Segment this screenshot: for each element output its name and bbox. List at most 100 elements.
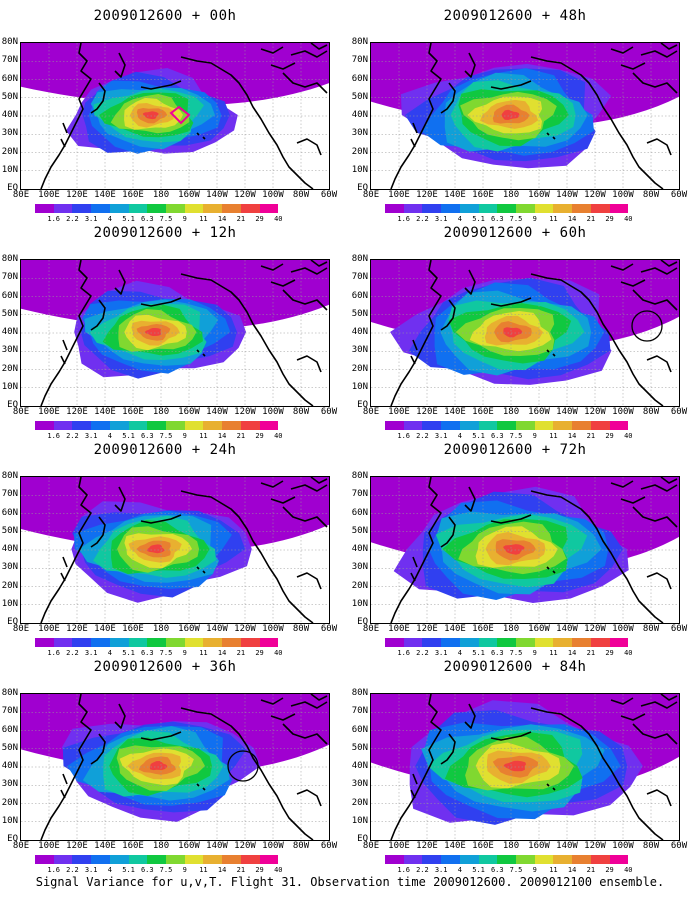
- lat-label: 20N: [1, 797, 18, 808]
- coastline: [490, 297, 532, 307]
- colorbar-swatch: [590, 204, 610, 213]
- lon-label: 120W: [584, 841, 606, 851]
- lat-label: 50N: [351, 525, 368, 536]
- colorbar: [385, 204, 648, 213]
- colorbar-swatch: [147, 638, 167, 647]
- coastline: [60, 122, 68, 148]
- lon-label: 140W: [206, 190, 228, 200]
- colorbar-swatch: [184, 855, 204, 864]
- panel-title: 2009012600 + 60h: [443, 225, 587, 241]
- lat-label: 30N: [1, 128, 18, 139]
- lon-label: 180: [502, 190, 520, 200]
- colorbar-swatch: [166, 421, 185, 430]
- coastline: [390, 260, 442, 406]
- colorbar-swatch: [590, 421, 610, 430]
- colorbar-label: 3.1: [434, 649, 448, 657]
- coastline: [180, 490, 314, 623]
- coastline: [90, 299, 106, 331]
- lat-label: 80N: [351, 471, 368, 481]
- lon-label: 60W: [670, 190, 688, 200]
- colorbar-label: 29: [255, 866, 264, 874]
- colorbar-labels: 1.6 2.2 3.1 4 5.1 6.3 7.5 9 11 14 21 29 40: [35, 215, 297, 225]
- panel-title: 2009012600 + 72h: [443, 442, 587, 458]
- lon-label: 120W: [234, 624, 256, 634]
- coastline: [196, 783, 206, 791]
- lon-label: 120W: [234, 841, 256, 851]
- lon-label: 120W: [584, 624, 606, 634]
- coastline: [660, 694, 678, 701]
- coastline: [464, 703, 476, 729]
- coastline: [282, 289, 328, 311]
- map-panel: 2009012600 + 84h 80N 70N 60N 50N 40N 30N 20N 10N…: [350, 659, 687, 874]
- variance-map: [20, 259, 330, 407]
- lon-label: 140E: [444, 841, 466, 851]
- colorbar-swatch: [628, 421, 648, 430]
- colorbar-label: 11: [549, 649, 558, 657]
- colorbar-swatch: [572, 638, 591, 647]
- colorbar-label: 21: [586, 866, 596, 874]
- coastline: [610, 46, 678, 70]
- lon-label: 60W: [670, 407, 688, 417]
- colorbar-swatch: [628, 204, 648, 213]
- colorbar-swatch: [259, 204, 279, 213]
- colorbar-label: 21: [586, 215, 596, 223]
- lat-label: 10N: [351, 815, 368, 826]
- coastline: [114, 52, 126, 78]
- coastline: [610, 697, 678, 721]
- colorbar-label: 7.5: [159, 432, 173, 440]
- colorbar-swatch: [516, 421, 535, 430]
- colorbar-labels: 1.6 2.2 3.1 4 5.1 6.3 7.5 9 11 14 21 29 40: [35, 649, 297, 659]
- colorbar-swatch: [516, 638, 535, 647]
- coastline: [390, 694, 442, 840]
- colorbar-label: 2.2: [416, 649, 429, 657]
- lat-label: 50N: [1, 742, 18, 753]
- coastline: [490, 80, 532, 90]
- colorbar-swatch: [459, 421, 479, 430]
- colorbar-label: 1.6: [397, 432, 411, 440]
- colorbar-swatch: [259, 855, 279, 864]
- colorbar-swatch: [203, 421, 223, 430]
- coastline: [390, 477, 442, 623]
- colorbar-swatch: [534, 638, 554, 647]
- colorbar-label: 2.2: [66, 866, 79, 874]
- colorbar-swatch: [478, 421, 498, 430]
- coastline: [40, 694, 92, 840]
- colorbar: [35, 855, 298, 864]
- colorbar: [35, 204, 298, 213]
- colorbar-swatch: [553, 204, 573, 213]
- colorbar-swatch: [72, 638, 92, 647]
- lat-label: 20N: [1, 146, 18, 157]
- colorbar-swatch: [35, 855, 54, 864]
- colorbar-swatch: [128, 638, 148, 647]
- lon-label: 120E: [416, 190, 438, 200]
- colorbar-label: 3.1: [84, 215, 98, 223]
- lat-label: 30N: [351, 128, 368, 139]
- colorbar-swatch: [166, 204, 185, 213]
- colorbar-swatch: [240, 421, 260, 430]
- colorbar-label: 1.6: [47, 432, 61, 440]
- colorbar-swatch: [184, 204, 204, 213]
- colorbar-swatch: [222, 421, 241, 430]
- lon-label: 80E: [362, 624, 380, 634]
- colorbar-label: 4: [107, 432, 112, 440]
- observation-circle: [227, 750, 259, 782]
- lon-label: 180: [502, 624, 520, 634]
- coastline: [440, 516, 456, 548]
- colorbar-label: 1.6: [397, 215, 411, 223]
- variance-map: [370, 42, 680, 190]
- lon-label: 80E: [12, 190, 30, 200]
- lat-label: 70N: [351, 489, 368, 500]
- colorbar-label: 11: [199, 432, 208, 440]
- colorbar: [35, 421, 298, 430]
- coastline: [114, 269, 126, 295]
- lon-label: 160E: [472, 407, 494, 417]
- contour-plot: [371, 260, 679, 406]
- lat-label: 50N: [1, 91, 18, 102]
- coastline: [140, 514, 182, 524]
- colorbar-swatch: [590, 638, 610, 647]
- lon-label: 140E: [444, 190, 466, 200]
- coastline: [530, 56, 664, 189]
- colorbar-swatch: [609, 855, 629, 864]
- lat-label: 60N: [351, 507, 368, 518]
- coastline: [632, 723, 678, 745]
